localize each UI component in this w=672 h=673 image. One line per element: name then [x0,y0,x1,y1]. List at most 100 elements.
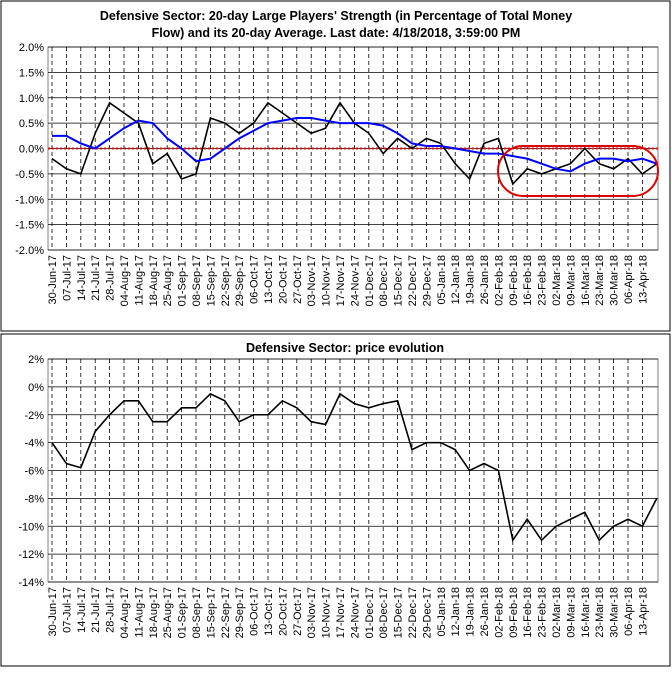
series-line [51,392,658,543]
x-tick-label: 05-Jan-18 [436,255,448,305]
x-tick-label: 24-Nov-17 [349,587,361,638]
x-tick-label: 16-Mar-18 [580,255,592,306]
y-tick-label: -14% [18,577,44,589]
x-tick-label: 30-Mar-18 [609,587,621,638]
series-line [52,117,658,173]
x-tick-label: 16-Mar-18 [580,587,592,638]
x-tick-label: 05-Jan-18 [436,587,448,637]
y-tick-label: 0.5% [19,118,44,130]
x-tick-label: 30-Mar-18 [609,255,621,306]
x-tick-label: 30-Jun-17 [47,255,59,305]
chart-subtitle: Flow) and its 20-day Average. Last date:… [152,26,521,40]
x-tick-label: 13-Apr-18 [637,255,649,304]
x-tick-label: 04-Aug-17 [119,255,131,306]
y-tick-label: -0.5% [15,169,44,181]
x-tick-label: 09-Mar-18 [565,587,577,638]
y-tick-label: -6% [24,466,44,478]
x-tick-label: 20-Oct-17 [277,255,289,304]
y-tick-label: -8% [24,493,44,505]
x-tick-label: 11-Aug-17 [133,255,145,306]
x-tick-label: 21-Jul-17 [90,255,102,301]
x-tick-label: 23-Mar-18 [594,587,606,638]
x-tick-label: 30-Jun-17 [47,587,59,637]
x-tick-label: 29-Sep-17 [234,255,246,306]
y-tick-label: 1.0% [19,93,44,105]
x-tick-label: 07-Jul-17 [61,587,73,633]
x-tick-label: 09-Feb-18 [508,587,520,638]
x-tick-label: 20-Oct-17 [277,587,289,636]
x-tick-label: 11-Aug-17 [133,587,145,638]
x-tick-label: 13-Oct-17 [263,255,275,304]
y-tick-label: -2.0% [15,245,44,257]
x-tick-label: 08-Dec-17 [378,255,390,306]
x-tick-label: 21-Jul-17 [90,587,102,633]
x-tick-label: 06-Apr-18 [623,587,635,636]
y-tick-label: -4% [24,438,44,450]
x-tick-label: 01-Dec-17 [364,587,376,638]
x-tick-label: 16-Feb-18 [522,255,534,306]
x-tick-label: 17-Nov-17 [335,255,347,306]
x-tick-label: 28-Jul-17 [105,255,117,301]
x-tick-label: 09-Feb-18 [508,255,520,306]
x-tick-label: 14-Jul-17 [76,255,88,301]
chart-title: Defensive Sector: 20-day Large Players' … [100,9,572,23]
chart-title: Defensive Sector: price evolution [246,341,444,355]
x-tick-label: 06-Oct-17 [249,255,261,304]
x-tick-label: 15-Sep-17 [205,255,217,306]
x-tick-label: 15-Dec-17 [393,587,405,638]
x-tick-label: 26-Jan-18 [479,255,491,305]
x-tick-label: 18-Aug-17 [148,255,160,306]
x-tick-label: 29-Dec-17 [421,587,433,638]
x-tick-label: 22-Sep-17 [220,587,232,638]
x-tick-label: 18-Aug-17 [148,587,160,638]
y-tick-label: 2.0% [19,42,44,54]
x-tick-label: 15-Sep-17 [205,587,217,638]
y-tick-label: 2% [28,354,44,366]
x-tick-label: 02-Mar-18 [551,255,563,306]
x-tick-label: 02-Feb-18 [493,587,505,638]
highlight-ellipse [497,145,659,197]
y-tick-label: 0.0% [19,144,44,156]
x-tick-label: 19-Jan-18 [465,255,477,305]
x-tick-label: 22-Dec-17 [407,587,419,638]
x-tick-label: 10-Nov-17 [321,587,333,638]
x-tick-label: 08-Sep-17 [191,587,203,638]
x-tick-label: 01-Dec-17 [364,255,376,306]
x-tick-label: 29-Dec-17 [421,255,433,306]
x-tick-label: 03-Nov-17 [306,587,318,638]
x-tick-label: 08-Sep-17 [191,255,203,306]
y-tick-label: -2% [24,410,44,422]
x-tick-label: 08-Dec-17 [378,587,390,638]
x-tick-label: 27-Oct-17 [292,587,304,636]
x-tick-label: 15-Dec-17 [393,255,405,306]
y-tick-label: -10% [18,521,44,533]
x-tick-label: 14-Jul-17 [76,587,88,633]
x-tick-label: 12-Jan-18 [450,587,462,637]
x-tick-label: 29-Sep-17 [234,587,246,638]
x-tick-label: 27-Oct-17 [292,255,304,304]
x-tick-label: 25-Aug-17 [162,587,174,638]
x-tick-label: 16-Feb-18 [522,587,534,638]
y-tick-label: -12% [18,549,44,561]
x-tick-label: 22-Dec-17 [407,255,419,306]
x-tick-label: 12-Jan-18 [450,255,462,305]
x-tick-label: 04-Aug-17 [119,587,131,638]
x-tick-label: 19-Jan-18 [465,587,477,637]
y-tick-label: 0% [28,382,44,394]
y-tick-label: -1.5% [15,220,44,232]
x-tick-label: 23-Mar-18 [594,255,606,306]
x-tick-label: 13-Apr-18 [637,587,649,636]
x-tick-label: 02-Mar-18 [551,587,563,638]
x-tick-label: 17-Nov-17 [335,587,347,638]
x-tick-label: 13-Oct-17 [263,587,275,636]
x-tick-label: 26-Jan-18 [479,587,491,637]
x-tick-label: 02-Feb-18 [493,255,505,306]
x-tick-label: 24-Nov-17 [349,255,361,306]
x-tick-label: 01-Sep-17 [177,255,189,306]
x-tick-label: 01-Sep-17 [177,587,189,638]
x-tick-label: 23-Feb-18 [537,587,549,638]
x-tick-label: 10-Nov-17 [321,255,333,306]
x-tick-label: 06-Oct-17 [249,587,261,636]
x-tick-label: 09-Mar-18 [565,255,577,306]
